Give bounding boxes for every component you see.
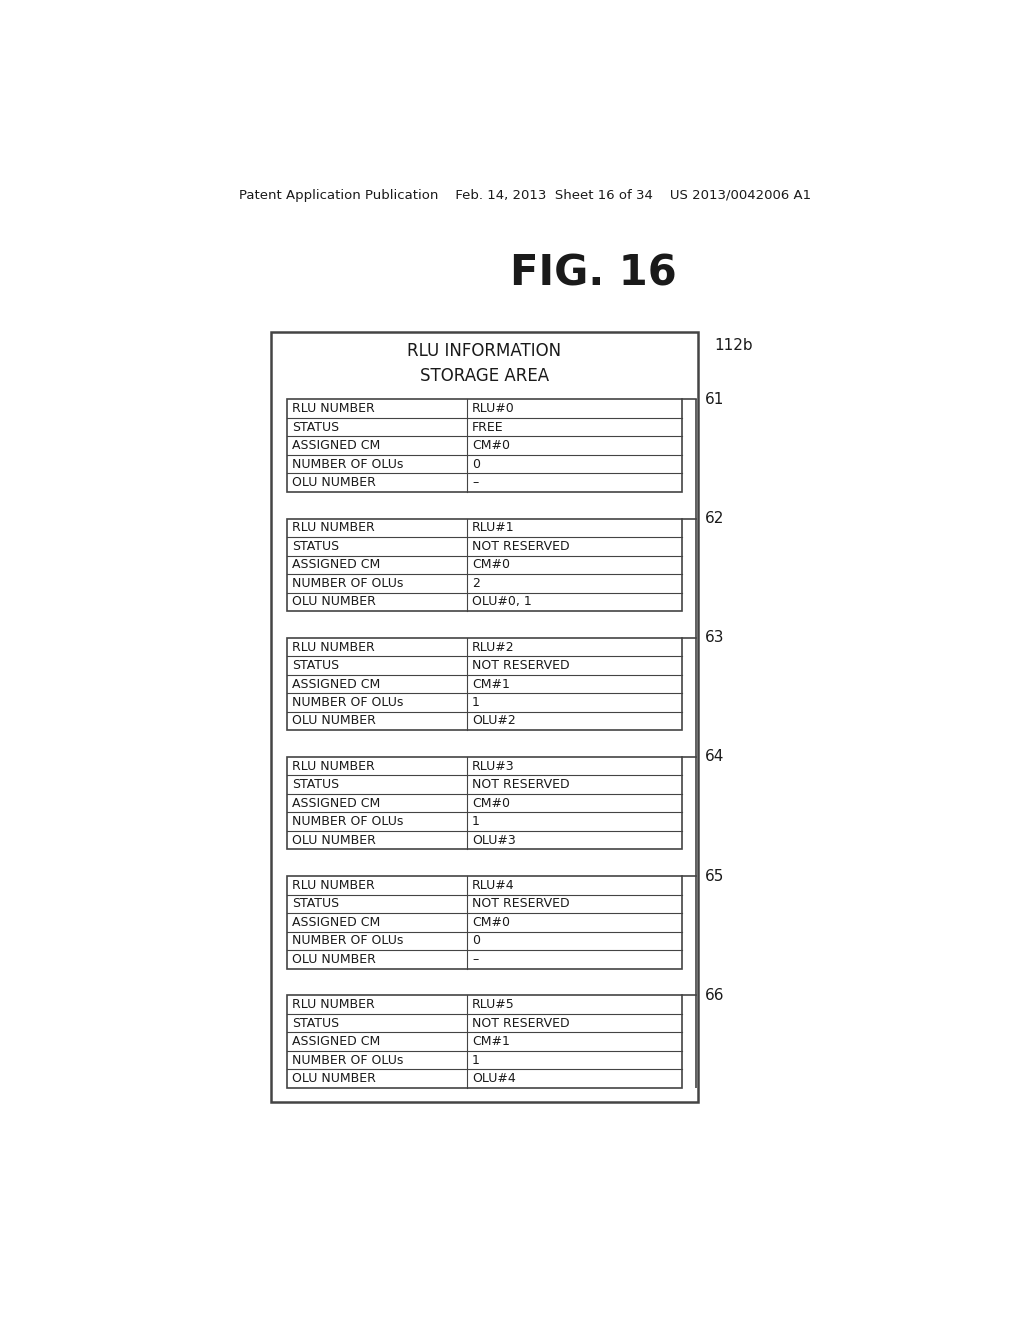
Text: CM#1: CM#1 [472,677,510,690]
Text: NOT RESERVED: NOT RESERVED [472,898,569,911]
Text: RLU NUMBER: RLU NUMBER [292,521,375,535]
Text: RLU NUMBER: RLU NUMBER [292,760,375,772]
Text: STATUS: STATUS [292,779,339,791]
Text: RLU#2: RLU#2 [472,640,515,653]
Text: OLU#2: OLU#2 [472,714,516,727]
Text: NUMBER OF OLUs: NUMBER OF OLUs [292,458,403,471]
Text: 63: 63 [706,631,725,645]
FancyBboxPatch shape [287,400,682,492]
Text: ASSIGNED CM: ASSIGNED CM [292,797,381,809]
Text: ASSIGNED CM: ASSIGNED CM [292,440,381,453]
Text: CM#0: CM#0 [472,440,510,453]
Text: RLU#5: RLU#5 [472,998,515,1011]
Text: NOT RESERVED: NOT RESERVED [472,1016,569,1030]
Text: RLU#0: RLU#0 [472,403,515,416]
Text: 1: 1 [472,696,480,709]
Text: ASSIGNED CM: ASSIGNED CM [292,1035,381,1048]
Text: OLU NUMBER: OLU NUMBER [292,595,376,609]
Text: RLU INFORMATION
STORAGE AREA: RLU INFORMATION STORAGE AREA [408,342,561,385]
Text: NUMBER OF OLUs: NUMBER OF OLUs [292,577,403,590]
Text: FREE: FREE [472,421,504,434]
Text: 66: 66 [706,987,725,1003]
Text: 2: 2 [472,577,480,590]
Text: FIG. 16: FIG. 16 [510,253,677,294]
Text: STATUS: STATUS [292,540,339,553]
Text: 65: 65 [706,869,725,883]
Text: NOT RESERVED: NOT RESERVED [472,659,569,672]
FancyBboxPatch shape [287,756,682,849]
FancyBboxPatch shape [271,331,697,1102]
Text: STATUS: STATUS [292,898,339,911]
Text: NUMBER OF OLUs: NUMBER OF OLUs [292,696,403,709]
Text: RLU#1: RLU#1 [472,521,515,535]
Text: 112b: 112b [715,338,754,352]
Text: 1: 1 [472,1053,480,1067]
Text: CM#0: CM#0 [472,916,510,929]
Text: ASSIGNED CM: ASSIGNED CM [292,558,381,572]
Text: NUMBER OF OLUs: NUMBER OF OLUs [292,935,403,948]
Text: RLU NUMBER: RLU NUMBER [292,998,375,1011]
Text: –: – [472,953,478,966]
Text: OLU NUMBER: OLU NUMBER [292,477,376,490]
Text: STATUS: STATUS [292,421,339,434]
Text: NUMBER OF OLUs: NUMBER OF OLUs [292,816,403,828]
Text: 0: 0 [472,458,480,471]
Text: RLU NUMBER: RLU NUMBER [292,879,375,892]
Text: STATUS: STATUS [292,659,339,672]
Text: CM#0: CM#0 [472,797,510,809]
Text: Patent Application Publication    Feb. 14, 2013  Sheet 16 of 34    US 2013/00420: Patent Application Publication Feb. 14, … [239,189,811,202]
Text: RLU#3: RLU#3 [472,760,515,772]
Text: OLU NUMBER: OLU NUMBER [292,834,376,846]
FancyBboxPatch shape [287,638,682,730]
Text: 64: 64 [706,750,725,764]
Text: OLU NUMBER: OLU NUMBER [292,1072,376,1085]
Text: NOT RESERVED: NOT RESERVED [472,779,569,791]
FancyBboxPatch shape [287,876,682,969]
Text: RLU NUMBER: RLU NUMBER [292,640,375,653]
Text: NUMBER OF OLUs: NUMBER OF OLUs [292,1053,403,1067]
Text: NOT RESERVED: NOT RESERVED [472,540,569,553]
Text: RLU NUMBER: RLU NUMBER [292,403,375,416]
FancyBboxPatch shape [287,995,682,1088]
Text: OLU NUMBER: OLU NUMBER [292,714,376,727]
Text: STATUS: STATUS [292,1016,339,1030]
FancyBboxPatch shape [287,519,682,611]
Text: 62: 62 [706,511,725,527]
Text: 0: 0 [472,935,480,948]
Text: OLU#3: OLU#3 [472,834,516,846]
Text: CM#1: CM#1 [472,1035,510,1048]
Text: 1: 1 [472,816,480,828]
Text: OLU#4: OLU#4 [472,1072,516,1085]
Text: CM#0: CM#0 [472,558,510,572]
Text: ASSIGNED CM: ASSIGNED CM [292,677,381,690]
Text: OLU#0, 1: OLU#0, 1 [472,595,531,609]
Text: –: – [472,477,478,490]
Text: RLU#4: RLU#4 [472,879,515,892]
Text: OLU NUMBER: OLU NUMBER [292,953,376,966]
Text: ASSIGNED CM: ASSIGNED CM [292,916,381,929]
Text: 61: 61 [706,392,725,407]
